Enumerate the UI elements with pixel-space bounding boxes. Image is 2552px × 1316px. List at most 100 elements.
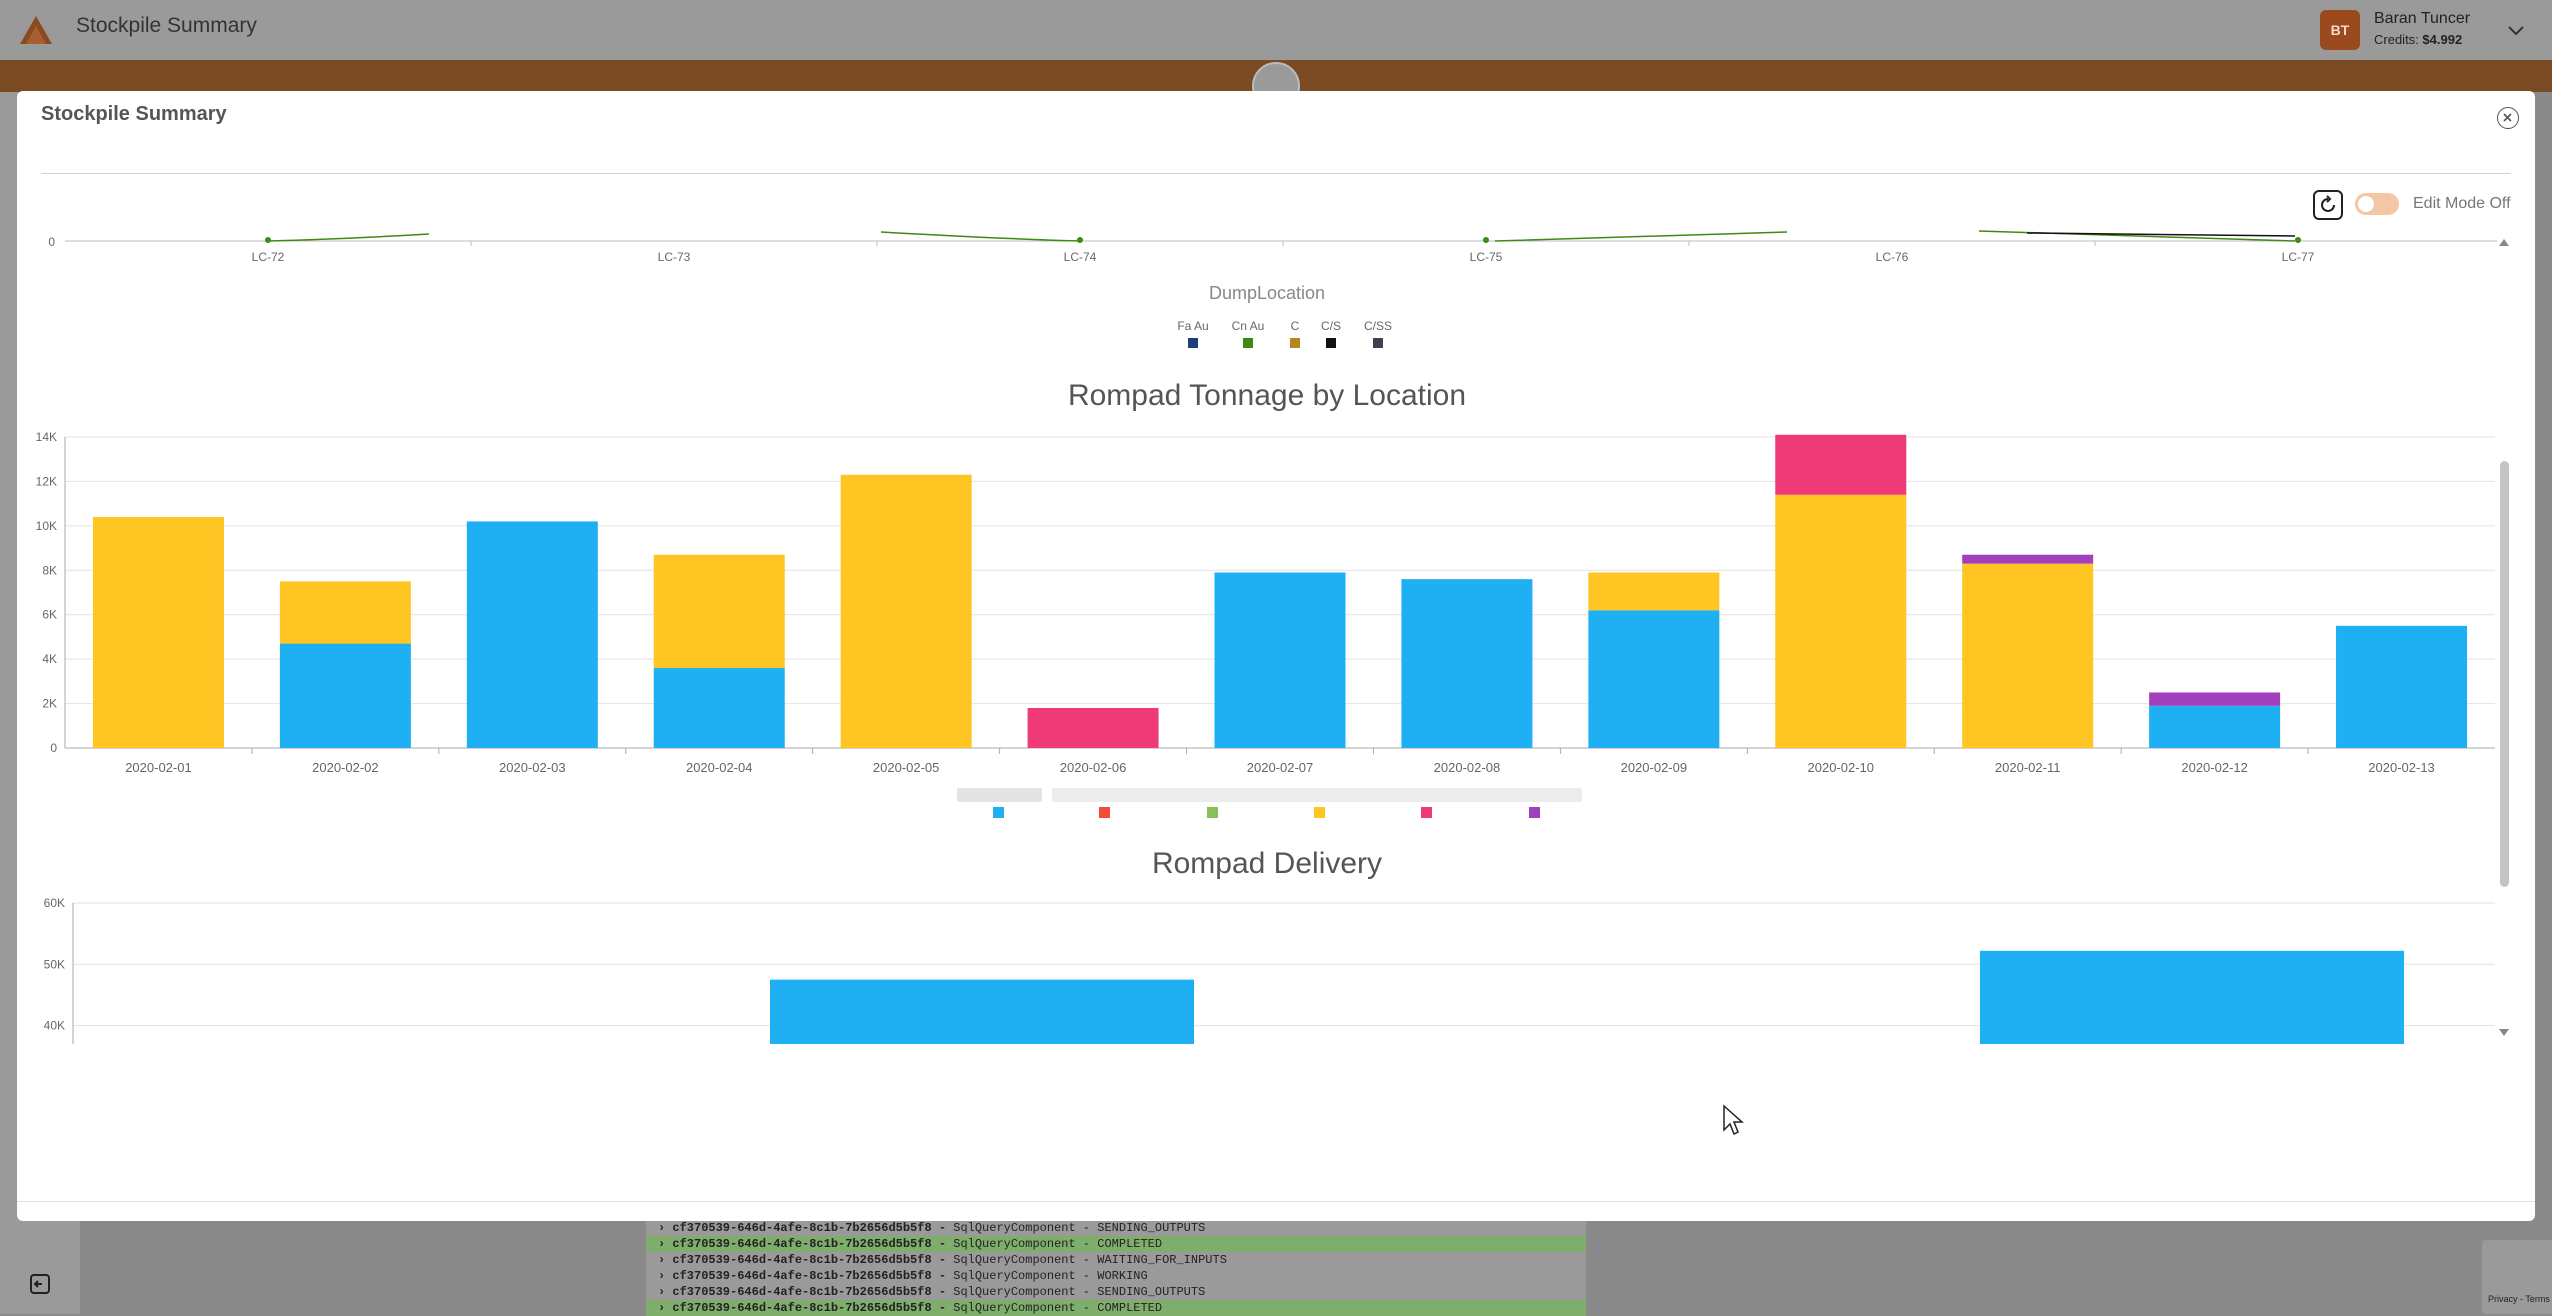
tonnage-bar-segment xyxy=(653,554,785,669)
delivery-ytick-label: 60K xyxy=(44,896,65,910)
line-chart-xtick-label: LC-75 xyxy=(1470,250,1503,264)
tonnage-bar-segment xyxy=(1401,579,1533,748)
line-chart-legend-label: C xyxy=(1291,319,1300,333)
log-line: › cf370539-646d-4afe-8c1b-7b2656d5b5f8 -… xyxy=(646,1220,1586,1236)
tonnage-legend-blurred-label xyxy=(1052,788,1582,802)
refresh-icon xyxy=(2321,195,2335,212)
tonnage-xtick-label: 2020-02-03 xyxy=(499,760,566,775)
delivery-ytick-label: 50K xyxy=(44,957,65,971)
tonnage-xtick-label: 2020-02-06 xyxy=(1060,760,1127,775)
scroll-down-icon[interactable] xyxy=(2498,1028,2510,1038)
modal-divider xyxy=(41,173,2511,174)
log-line-message: SqlQueryComponent - SENDING_OUTPUTS xyxy=(946,1221,1206,1235)
credits-value: $4.992 xyxy=(2422,32,2463,47)
edit-mode-label: Edit Mode Off xyxy=(2413,195,2511,212)
line-chart-point xyxy=(2295,237,2301,243)
line-chart-legend-label: Fa Au xyxy=(1177,319,1208,333)
line-chart-legend-label: Cn Au xyxy=(1232,319,1265,333)
tonnage-xtick-label: 2020-02-13 xyxy=(2368,760,2435,775)
tonnage-bar-segment xyxy=(1588,572,1720,611)
line-chart-point xyxy=(1077,237,1083,243)
line-chart-legend-swatch xyxy=(1326,338,1336,348)
tonnage-bar-segment xyxy=(1775,434,1907,495)
tonnage-xtick-label: 2020-02-11 xyxy=(1995,760,2061,775)
line-chart-xtick-label: LC-72 xyxy=(252,250,285,264)
line-chart-xtick-label: LC-77 xyxy=(2282,250,2315,264)
log-line-id: › cf370539-646d-4afe-8c1b-7b2656d5b5f8 - xyxy=(658,1285,947,1299)
modal-title: Stockpile Summary xyxy=(41,103,227,125)
scroll-up-icon[interactable] xyxy=(2498,237,2510,247)
recaptcha-terms[interactable]: Privacy - Terms xyxy=(2488,1294,2550,1304)
log-line: › cf370539-646d-4afe-8c1b-7b2656d5b5f8 -… xyxy=(646,1252,1586,1268)
tonnage-legend-swatch xyxy=(1207,807,1218,818)
log-line-message: SqlQueryComponent - COMPLETED xyxy=(946,1301,1163,1315)
tonnage-ytick-label: 14K xyxy=(36,430,57,444)
line-chart-x-title: DumpLocation xyxy=(1209,283,1325,303)
credits-caption: Credits: xyxy=(2374,32,2419,47)
mouse-cursor-icon xyxy=(1723,1104,1744,1136)
line-chart-series-segment xyxy=(266,233,430,242)
tonnage-bar-segment xyxy=(2149,705,2281,748)
delivery-bar xyxy=(1980,950,2404,1044)
tonnage-xtick-label: 2020-02-05 xyxy=(873,760,940,775)
log-line-message: SqlQueryComponent - SENDING_OUTPUTS xyxy=(946,1285,1206,1299)
tonnage-xtick-label: 2020-02-02 xyxy=(312,760,379,775)
tonnage-bar-segment xyxy=(279,643,411,748)
line-chart-series-segment xyxy=(2026,232,2296,237)
edit-mode-toggle[interactable] xyxy=(2355,193,2399,215)
tonnage-legend-swatch xyxy=(1314,807,1325,818)
tonnage-bar-segment xyxy=(1962,563,2094,748)
log-line: › cf370539-646d-4afe-8c1b-7b2656d5b5f8 -… xyxy=(646,1300,1586,1316)
tonnage-xtick-label: 2020-02-10 xyxy=(1808,760,1875,775)
tonnage-bar-segment xyxy=(1962,554,2094,564)
tonnage-legend-blurred-label xyxy=(957,788,1042,802)
tonnage-xtick-label: 2020-02-12 xyxy=(2181,760,2248,775)
close-button[interactable] xyxy=(2497,107,2519,129)
log-line-id: › cf370539-646d-4afe-8c1b-7b2656d5b5f8 - xyxy=(658,1253,947,1267)
tonnage-ytick-label: 8K xyxy=(42,563,57,577)
user-name: Baran Tuncer xyxy=(2374,10,2471,27)
delivery-bar xyxy=(770,979,1194,1044)
line-chart-xtick-label: LC-76 xyxy=(1876,250,1909,264)
line-chart-series-segment xyxy=(1978,230,2296,242)
delivery-chart-title: Rompad Delivery xyxy=(1152,847,1382,880)
scrollbar-thumb[interactable] xyxy=(2500,461,2509,887)
tonnage-bar-segment xyxy=(653,668,785,748)
tonnage-xtick-label: 2020-02-08 xyxy=(1434,760,1501,775)
line-chart-ytick: 0 xyxy=(48,235,55,249)
avatar[interactable]: BT xyxy=(2320,10,2360,50)
line-chart-series-segment xyxy=(880,231,1788,242)
logout-icon[interactable] xyxy=(28,1272,52,1296)
log-line: › cf370539-646d-4afe-8c1b-7b2656d5b5f8 -… xyxy=(646,1284,1586,1300)
log-line-message: SqlQueryComponent - COMPLETED xyxy=(946,1237,1163,1251)
tonnage-ytick-label: 6K xyxy=(42,608,57,622)
tonnage-ytick-label: 10K xyxy=(36,519,57,533)
refresh-button[interactable] xyxy=(2313,190,2343,220)
modal-footer-divider xyxy=(17,1201,2535,1202)
log-line: › cf370539-646d-4afe-8c1b-7b2656d5b5f8 -… xyxy=(646,1236,1586,1252)
tonnage-ytick-label: 12K xyxy=(36,474,57,488)
log-line-message: SqlQueryComponent - WORKING xyxy=(946,1269,1148,1283)
tonnage-xtick-label: 2020-02-01 xyxy=(125,760,192,775)
line-chart-legend-swatch xyxy=(1290,338,1300,348)
recaptcha-badge[interactable]: Privacy - Terms xyxy=(2482,1240,2552,1314)
log-line-id: › cf370539-646d-4afe-8c1b-7b2656d5b5f8 - xyxy=(658,1237,947,1251)
tonnage-bar-segment xyxy=(1775,494,1907,748)
tonnage-xtick-label: 2020-02-07 xyxy=(1247,760,1314,775)
tonnage-bar-segment xyxy=(2149,692,2281,706)
tonnage-bar-segment xyxy=(466,521,598,748)
tonnage-bar-segment xyxy=(1214,572,1346,748)
close-icon xyxy=(2503,113,2512,122)
tonnage-ytick-label: 2K xyxy=(42,697,57,711)
log-line-message: SqlQueryComponent - WAITING_FOR_INPUTS xyxy=(946,1253,1227,1267)
tonnage-xtick-label: 2020-02-09 xyxy=(1621,760,1688,775)
log-line-id: › cf370539-646d-4afe-8c1b-7b2656d5b5f8 - xyxy=(658,1301,947,1315)
tonnage-bar-segment xyxy=(92,516,224,748)
tonnage-bar-segment xyxy=(1027,708,1159,748)
tonnage-chart-title: Rompad Tonnage by Location xyxy=(1068,379,1466,412)
line-chart-point xyxy=(265,237,271,243)
log-line: › cf370539-646d-4afe-8c1b-7b2656d5b5f8 -… xyxy=(646,1268,1586,1284)
tonnage-bar-segment xyxy=(840,474,972,748)
line-chart-legend-swatch xyxy=(1373,338,1383,348)
chevron-down-icon[interactable] xyxy=(2506,20,2526,40)
